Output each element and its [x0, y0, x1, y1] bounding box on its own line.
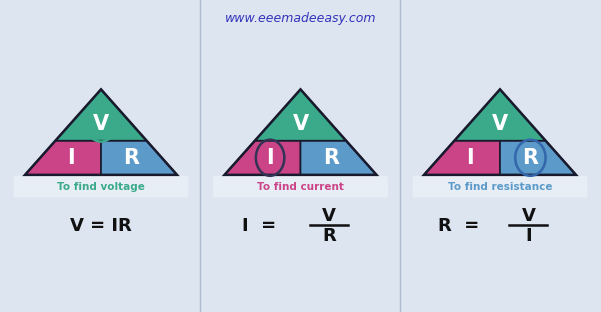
Text: I  =: I =: [242, 217, 276, 235]
FancyBboxPatch shape: [413, 176, 587, 198]
Text: V: V: [522, 207, 535, 225]
Polygon shape: [500, 141, 576, 175]
Text: V: V: [322, 207, 336, 225]
Text: V: V: [93, 114, 109, 134]
Text: To find current: To find current: [257, 182, 344, 192]
Text: I: I: [266, 148, 274, 168]
Text: I: I: [525, 227, 532, 245]
Text: R: R: [123, 148, 139, 168]
FancyBboxPatch shape: [213, 176, 388, 198]
Text: www.eeemadeeasy.com: www.eeemadeeasy.com: [225, 12, 376, 26]
Text: R: R: [323, 148, 339, 168]
Polygon shape: [225, 141, 300, 175]
Polygon shape: [454, 89, 546, 141]
Text: R: R: [522, 148, 538, 168]
Polygon shape: [55, 89, 147, 141]
Text: To find voltage: To find voltage: [57, 182, 145, 192]
Polygon shape: [300, 141, 376, 175]
Polygon shape: [255, 89, 346, 141]
Text: I: I: [466, 148, 474, 168]
Text: R: R: [322, 227, 336, 245]
Polygon shape: [25, 141, 101, 175]
FancyBboxPatch shape: [14, 176, 188, 198]
Text: V = IR: V = IR: [70, 217, 132, 235]
Polygon shape: [424, 141, 500, 175]
Text: V: V: [492, 114, 508, 134]
Text: V: V: [293, 114, 308, 134]
Text: I: I: [67, 148, 75, 168]
Text: R  =: R =: [438, 217, 479, 235]
Text: To find resistance: To find resistance: [448, 182, 552, 192]
Polygon shape: [101, 141, 177, 175]
